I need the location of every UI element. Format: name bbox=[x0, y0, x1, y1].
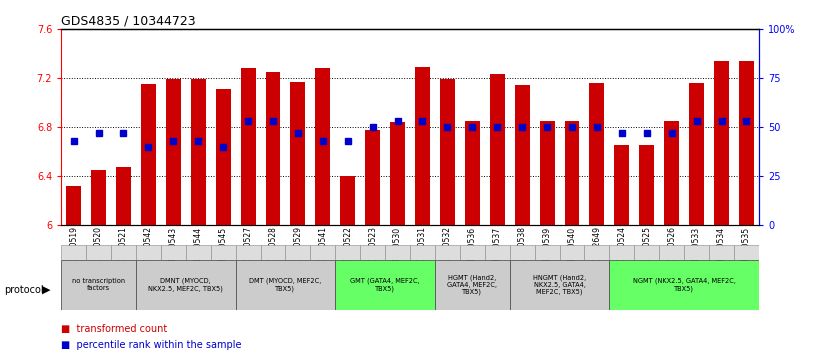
Bar bbox=[215, 89, 231, 225]
Text: HNGMT (Hand2,
NKX2.5, GATA4,
MEF2C, TBX5): HNGMT (Hand2, NKX2.5, GATA4, MEF2C, TBX5… bbox=[533, 274, 586, 295]
Bar bbox=[236, 260, 335, 310]
Bar bbox=[111, 245, 136, 260]
Text: NGMT (NKX2.5, GATA4, MEF2C,
TBX5): NGMT (NKX2.5, GATA4, MEF2C, TBX5) bbox=[632, 278, 735, 292]
Bar bbox=[211, 245, 236, 260]
Text: DMT (MYOCD, MEF2C,
TBX5): DMT (MYOCD, MEF2C, TBX5) bbox=[250, 278, 322, 292]
Bar bbox=[739, 61, 754, 225]
Bar bbox=[539, 121, 555, 225]
Bar bbox=[385, 245, 410, 260]
Bar bbox=[161, 245, 186, 260]
Text: ■  percentile rank within the sample: ■ percentile rank within the sample bbox=[61, 340, 242, 351]
Bar bbox=[315, 68, 330, 225]
Bar bbox=[335, 260, 435, 310]
Bar bbox=[460, 245, 485, 260]
Bar bbox=[610, 260, 759, 310]
Bar bbox=[560, 245, 584, 260]
Bar bbox=[260, 245, 286, 260]
Bar bbox=[141, 84, 156, 225]
Bar bbox=[610, 245, 634, 260]
Bar bbox=[290, 82, 305, 225]
Bar bbox=[614, 146, 629, 225]
Bar bbox=[664, 121, 679, 225]
Text: ■  transformed count: ■ transformed count bbox=[61, 324, 167, 334]
Bar bbox=[236, 245, 260, 260]
Bar bbox=[66, 186, 81, 225]
Bar bbox=[335, 245, 360, 260]
Bar bbox=[410, 245, 435, 260]
Text: GMT (GATA4, MEF2C,
TBX5): GMT (GATA4, MEF2C, TBX5) bbox=[350, 278, 420, 292]
Text: protocol: protocol bbox=[4, 285, 44, 295]
Text: HGMT (Hand2,
GATA4, MEF2C,
TBX5): HGMT (Hand2, GATA4, MEF2C, TBX5) bbox=[447, 274, 497, 295]
Bar bbox=[709, 245, 734, 260]
Bar bbox=[191, 79, 206, 225]
Text: DMNT (MYOCD,
NKX2.5, MEF2C, TBX5): DMNT (MYOCD, NKX2.5, MEF2C, TBX5) bbox=[149, 278, 224, 292]
Bar bbox=[186, 245, 211, 260]
Bar bbox=[639, 146, 654, 225]
Bar bbox=[534, 245, 560, 260]
Bar bbox=[286, 245, 310, 260]
Bar bbox=[340, 176, 355, 225]
Bar bbox=[310, 245, 335, 260]
Bar bbox=[360, 245, 385, 260]
Bar bbox=[390, 122, 405, 225]
Bar bbox=[61, 260, 136, 310]
Bar bbox=[136, 245, 161, 260]
Bar bbox=[684, 245, 709, 260]
Bar bbox=[689, 83, 704, 225]
Text: ▶: ▶ bbox=[42, 285, 51, 295]
Bar bbox=[116, 167, 131, 225]
Bar bbox=[510, 245, 534, 260]
Bar bbox=[415, 67, 430, 225]
Text: GDS4835 / 10344723: GDS4835 / 10344723 bbox=[61, 15, 196, 28]
Bar bbox=[465, 121, 480, 225]
Bar bbox=[515, 85, 530, 225]
Bar bbox=[435, 260, 510, 310]
Bar bbox=[510, 260, 610, 310]
Bar bbox=[734, 245, 759, 260]
Bar bbox=[265, 72, 281, 225]
Bar bbox=[440, 79, 455, 225]
Text: no transcription
factors: no transcription factors bbox=[72, 278, 125, 291]
Bar bbox=[435, 245, 460, 260]
Bar bbox=[166, 79, 181, 225]
Bar bbox=[485, 245, 510, 260]
Bar bbox=[589, 83, 605, 225]
Bar bbox=[490, 74, 505, 225]
Bar bbox=[61, 245, 86, 260]
Bar bbox=[634, 245, 659, 260]
Bar bbox=[584, 245, 610, 260]
Bar bbox=[659, 245, 684, 260]
Bar bbox=[86, 245, 111, 260]
Bar bbox=[565, 121, 579, 225]
Bar bbox=[91, 170, 106, 225]
Bar bbox=[714, 61, 729, 225]
Bar bbox=[241, 68, 255, 225]
Bar bbox=[366, 130, 380, 225]
Bar bbox=[136, 260, 236, 310]
